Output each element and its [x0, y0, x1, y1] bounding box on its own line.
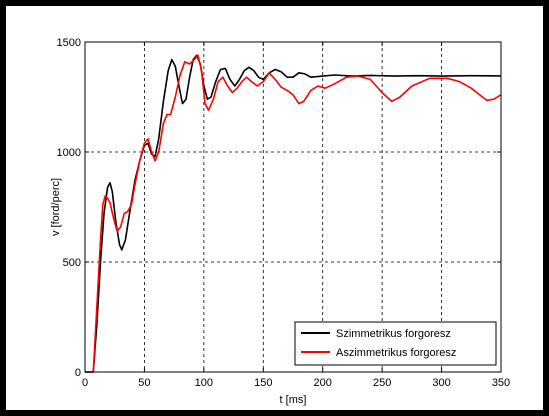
y-tick-label: 0	[75, 367, 81, 379]
legend: Szimmetrikus forgoresz Aszimmetrikus for…	[294, 321, 497, 366]
plot-area	[85, 42, 501, 372]
x-tick-label: 200	[314, 377, 332, 389]
x-tick-label: 350	[492, 377, 510, 389]
x-tick-label: 100	[195, 377, 213, 389]
x-tick-label: 150	[254, 377, 272, 389]
series-line-aszimmetrikus	[85, 54, 502, 373]
x-tick-label: 50	[138, 377, 150, 389]
y-axis-label: v [ford/perc]	[50, 178, 62, 236]
legend-label-aszimmetrikus: Aszimmetrikus forgoresz	[336, 347, 456, 359]
legend-box	[294, 321, 497, 366]
x-tick-label: 250	[373, 377, 391, 389]
plot-border	[84, 41, 502, 373]
series-lines	[85, 54, 502, 373]
y-tick-label: 500	[63, 257, 81, 269]
line-chart: 0 50 100 150 200 250 300 350 0 500 1000 1500 t [ms]…	[50, 37, 511, 406]
x-axis-label: t [ms]	[280, 394, 307, 406]
axis-ticks: 0 50 100 150 200 250 300 350 0 500 1000 1500	[57, 37, 511, 389]
figure-window: 0 50 100 150 200 250 300 350 0 500 1000 1500 t [ms]…	[5, 5, 544, 411]
y-tick-label: 1500	[57, 37, 81, 49]
y-tick-label: 1000	[57, 147, 81, 159]
x-tick-label: 300	[432, 377, 450, 389]
x-tick-label: 0	[82, 377, 88, 389]
legend-label-szimmetrikus: Szimmetrikus forgoresz	[336, 328, 451, 340]
